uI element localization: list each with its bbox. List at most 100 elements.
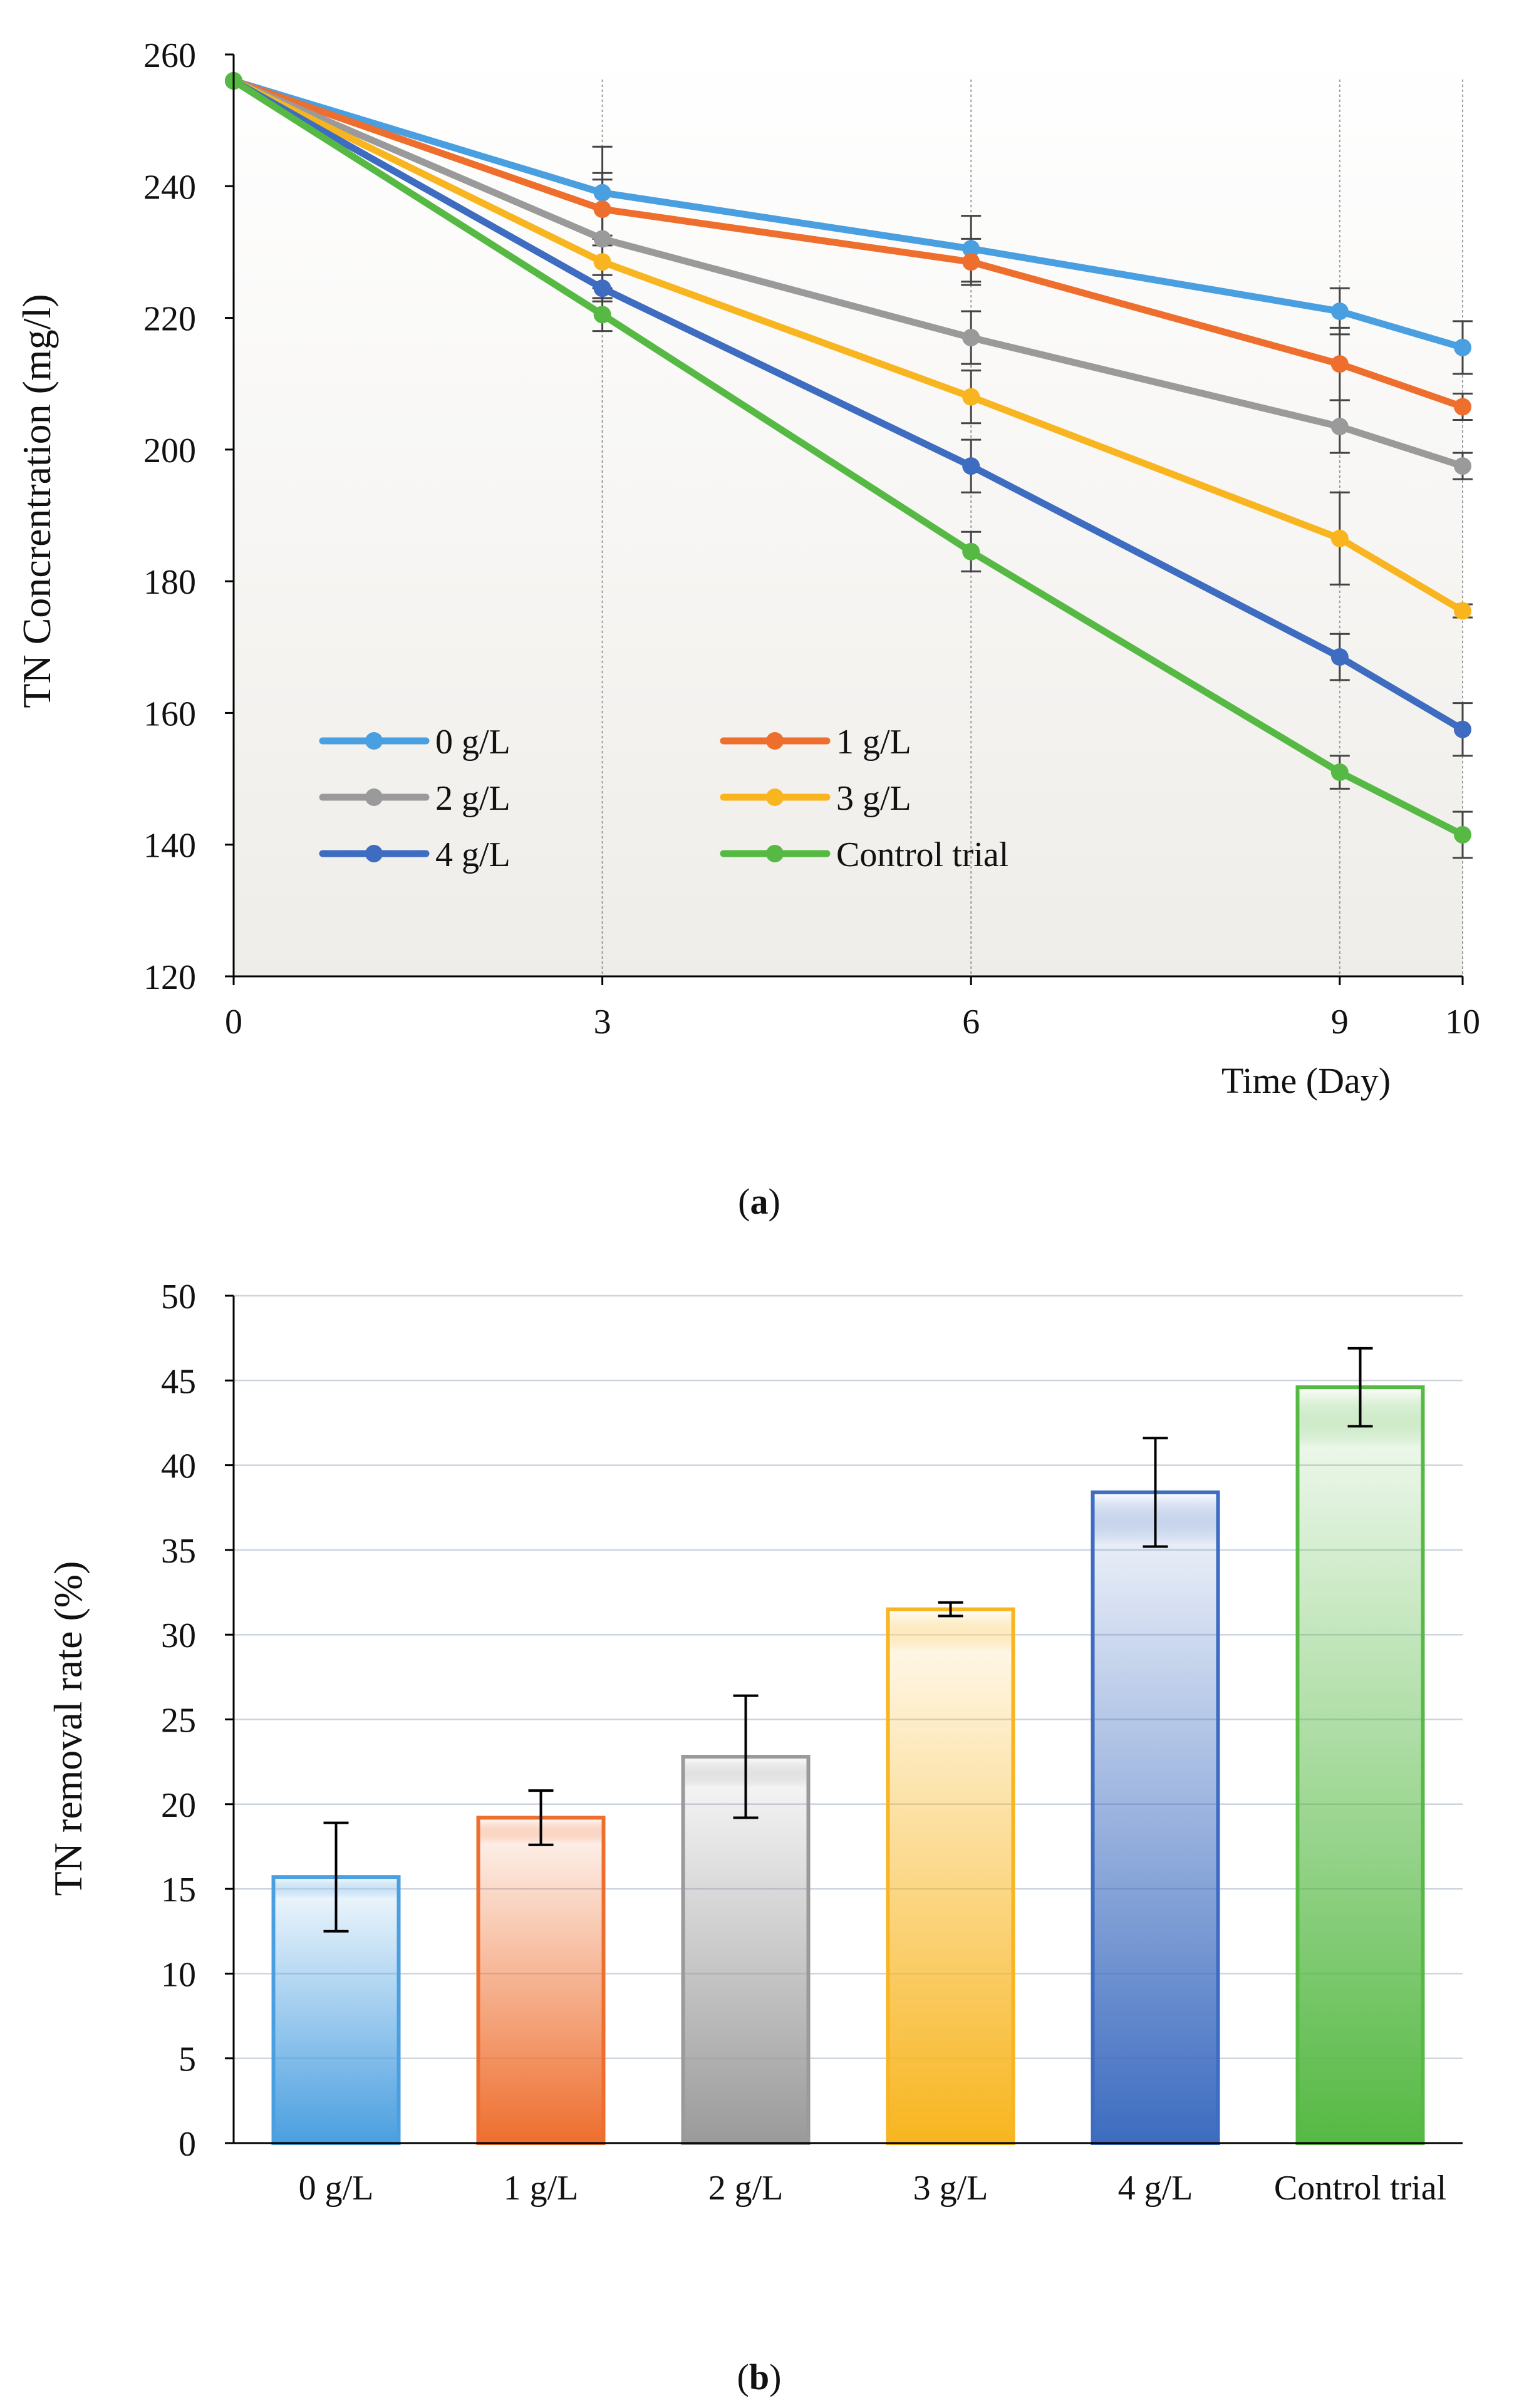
data-point-1-g-l-x-6 (962, 253, 980, 271)
line-chart-y-axis-label: TN Concrentration (mg/l) (14, 294, 59, 708)
panel-a-letter: a (750, 1181, 769, 1222)
data-point-0-g-l-x-10 (1454, 338, 1471, 356)
error-bar-3-g-l (938, 1601, 963, 1618)
y-tick-label-40: 40 (161, 1447, 196, 1486)
y-tick-label-140: 140 (143, 827, 196, 866)
data-point-3-g-l-x-3 (593, 253, 611, 271)
data-point-4-g-l-x-3 (593, 279, 611, 297)
data-point-1-g-l-x-10 (1454, 398, 1471, 416)
legend-swatch-marker (365, 845, 383, 862)
bar-chart-bars (271, 1385, 1425, 2146)
bar-chart-category-labels: 0 g/L 1 g/L 2 g/L 3 g/L 4 g/L Control trial (299, 2169, 1447, 2208)
bar-chart-gridlines (234, 1294, 1463, 2059)
legend-item-3-g-l: 3 g/L (720, 779, 911, 818)
data-point-control-trial-x-6 (962, 542, 980, 561)
data-point-1-g-l-x-9 (1330, 355, 1349, 373)
data-point-2-g-l-x-10 (1454, 457, 1471, 475)
data-point-4-g-l-x-6 (962, 457, 980, 475)
legend-label: 0 g/L (435, 723, 511, 762)
error-bar-control-trial (1347, 1346, 1373, 1428)
line-chart-legend: 0 g/L 1 g/L 2 g/L 3 g/L 4 g/L Control trial (319, 723, 1008, 874)
x-tick-label-3: 3 (594, 1003, 611, 1041)
data-point-2-g-l-x-6 (962, 329, 980, 347)
legend-item-0-g-l: 0 g/L (319, 723, 511, 762)
data-point-3-g-l-x-9 (1330, 529, 1349, 547)
y-tick-label-180: 180 (143, 563, 196, 602)
x-tick-label-0: 0 (225, 1003, 242, 1041)
panel-b-letter: b (749, 2357, 769, 2397)
bar-4-g-l (1091, 1490, 1220, 2145)
data-point-2-g-l-x-3 (593, 230, 611, 248)
bar-chart-axes (225, 1294, 1463, 2144)
category-label-3-g-l: 3 g/L (913, 2169, 988, 2208)
legend-swatch-marker (766, 732, 784, 750)
category-label-2-g-l: 2 g/L (708, 2169, 784, 2208)
y-tick-label-220: 220 (143, 300, 196, 339)
bar-3-g-l (886, 1607, 1015, 2146)
y-tick-label-45: 45 (161, 1362, 196, 1401)
data-point-control-trial-x-9 (1330, 763, 1349, 782)
legend-label: 2 g/L (435, 779, 511, 818)
y-tick-label-200: 200 (143, 431, 196, 470)
data-point-4-g-l-x-10 (1454, 720, 1471, 738)
error-bar-0-g-l (323, 1821, 349, 1933)
legend-item-1-g-l: 1 g/L (720, 723, 911, 762)
category-label-4-g-l: 4 g/L (1118, 2169, 1193, 2208)
x-tick-label-10: 10 (1445, 1003, 1480, 1041)
y-tick-label-35: 35 (161, 1532, 196, 1571)
y-tick-label-15: 15 (161, 1871, 196, 1909)
legend-label: Control trial (836, 835, 1008, 874)
legend-swatch-marker (766, 845, 784, 862)
legend-swatch-marker (365, 732, 383, 750)
legend-item-4-g-l: 4 g/L (319, 835, 511, 874)
data-point-3-g-l-x-6 (962, 388, 980, 406)
y-tick-label-240: 240 (143, 168, 196, 207)
x-tick-label-6: 6 (962, 1003, 980, 1041)
legend-item-control-trial: Control trial (720, 835, 1008, 874)
bar-1-g-l (476, 1816, 606, 2145)
legend-label: 3 g/L (836, 779, 911, 818)
bar-2-g-l (681, 1755, 811, 2145)
panel-b-caption: (b) (737, 2357, 782, 2397)
y-tick-label-120: 120 (143, 958, 196, 997)
y-tick-label-160: 160 (143, 695, 196, 733)
bar-chart-y-tick-labels: 0 5 10 15 20 25 30 35 40 45 50 (161, 1278, 196, 2164)
line-chart-panel-a: 120 140 160 180 200 220 240 260 0 3 6 9 10 Time (Da… (14, 36, 1480, 1222)
bar-control-trial (1295, 1385, 1425, 2145)
y-tick-label-30: 30 (161, 1616, 196, 1655)
bar-chart-panel-b: 0 5 10 15 20 25 30 35 40 45 50 0 g/L 1 g/L 2 g/L 3 g/… (46, 1278, 1463, 2397)
category-label-control-trial: Control trial (1274, 2169, 1446, 2208)
y-tick-label-5: 5 (179, 2040, 196, 2079)
data-point-0-g-l-x-6 (962, 240, 980, 258)
data-point-3-g-l-x-10 (1454, 602, 1471, 620)
panel-a-caption: (a) (738, 1181, 780, 1222)
y-tick-label-0: 0 (179, 2125, 196, 2164)
y-tick-label-260: 260 (143, 36, 196, 75)
y-tick-label-50: 50 (161, 1278, 196, 1316)
data-point-2-g-l-x-9 (1330, 418, 1349, 436)
legend-label: 4 g/L (435, 835, 511, 874)
line-chart-x-axis-label: Time (Day) (1221, 1060, 1391, 1101)
data-point-0-g-l-x-9 (1330, 302, 1349, 321)
error-bar-2-g-l (733, 1694, 759, 1819)
data-point-0-g-l-x-3 (593, 183, 611, 202)
category-label-0-g-l: 0 g/L (299, 2169, 374, 2208)
legend-swatch-marker (766, 788, 784, 806)
y-tick-label-25: 25 (161, 1702, 196, 1740)
data-point-1-g-l-x-3 (593, 200, 611, 219)
bar-chart-error-bars (323, 1346, 1373, 1933)
data-point-4-g-l-x-9 (1330, 648, 1349, 666)
data-point-control-trial-x-10 (1454, 825, 1471, 844)
y-tick-label-20: 20 (161, 1786, 196, 1825)
category-label-1-g-l: 1 g/L (504, 2169, 579, 2208)
line-chart-axes (225, 53, 1464, 985)
error-bar-1-g-l (528, 1789, 554, 1846)
legend-label: 1 g/L (836, 723, 911, 762)
line-chart-x-tick-labels: 0 3 6 9 10 (225, 1003, 1480, 1041)
line-chart-data-points (225, 72, 1471, 844)
y-tick-label-10: 10 (161, 1955, 196, 1994)
x-tick-label-9: 9 (1331, 1003, 1349, 1041)
bar-chart-y-axis-label: TN removal rate (%) (46, 1561, 90, 1896)
line-chart-y-tick-labels: 120 140 160 180 200 220 240 260 (143, 36, 196, 997)
